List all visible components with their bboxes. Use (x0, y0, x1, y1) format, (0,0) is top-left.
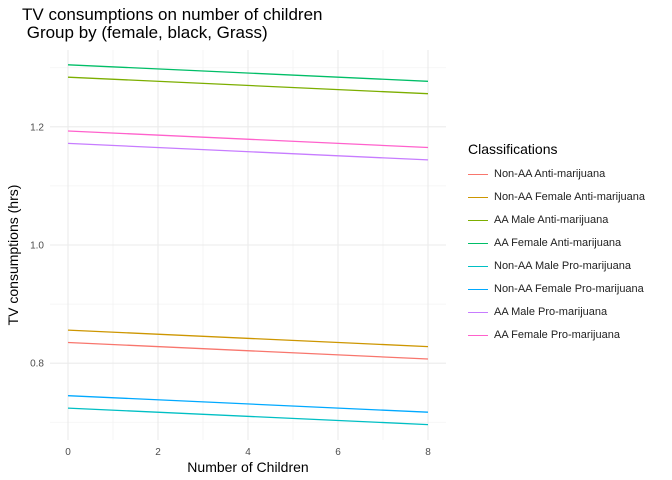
grid-lines (50, 50, 446, 440)
legend-item: Non-AA Female Pro-marijuana (468, 278, 644, 300)
series-line (67, 341, 429, 360)
series-line (67, 407, 429, 426)
series-lines (67, 64, 429, 426)
series-line (67, 395, 429, 413)
y-tick-label: 1.2 (30, 122, 44, 133)
legend-key (468, 219, 488, 221)
legend-key (468, 242, 488, 244)
x-tick-label: 0 (65, 447, 71, 458)
series-line (67, 130, 429, 149)
legend-key (468, 311, 488, 313)
legend-label: AA Female Pro-marijuana (494, 329, 620, 341)
y-axis-label: TV consumptions (hrs) (5, 185, 21, 326)
legend-key (468, 196, 488, 198)
series-line (67, 329, 429, 348)
legend-item: AA Female Anti-marijuana (468, 232, 621, 254)
chart-title: TV consumptions on number of children (22, 5, 323, 24)
x-tick-label: 8 (425, 447, 431, 458)
series-line (67, 64, 429, 82)
x-tick-label: 2 (155, 447, 161, 458)
tick-labels: 0 2 4 6 8 0.8 1.0 1.2 (30, 122, 431, 458)
x-axis-label: Number of Children (187, 459, 308, 475)
legend-item: Non-AA Anti-marijuana (468, 163, 605, 185)
legend-item: AA Male Pro-marijuana (468, 301, 607, 323)
legend-label: Non-AA Anti-marijuana (494, 168, 606, 180)
y-tick-label: 1.0 (30, 241, 44, 252)
legend-item: AA Female Pro-marijuana (468, 324, 620, 346)
series-line (67, 76, 429, 95)
legend-item: Non-AA Female Anti-marijuana (468, 186, 645, 208)
legend-label: Non-AA Male Pro-marijuana (494, 260, 631, 272)
legend-label: AA Male Pro-marijuana (494, 306, 608, 318)
chart-subtitle: Group by (female, black, Grass) (22, 23, 268, 42)
series-line (67, 142, 429, 161)
x-tick-label: 4 (245, 447, 251, 458)
legend-key (468, 265, 488, 267)
x-tick-label: 6 (335, 447, 341, 458)
legend-label: AA Female Anti-marijuana (494, 237, 622, 249)
legend-label: Non-AA Female Pro-marijuana (494, 283, 644, 295)
legend-key (468, 173, 488, 175)
legend-label: AA Male Anti-marijuana (494, 214, 609, 226)
legend-item: Non-AA Male Pro-marijuana (468, 255, 631, 277)
legend-item: AA Male Anti-marijuana (468, 209, 608, 231)
legend-label: Non-AA Female Anti-marijuana (494, 191, 646, 203)
y-tick-label: 0.8 (30, 359, 44, 370)
legend-key (468, 334, 488, 336)
legend-key (468, 288, 488, 290)
legend-title: Classifications (468, 141, 558, 157)
